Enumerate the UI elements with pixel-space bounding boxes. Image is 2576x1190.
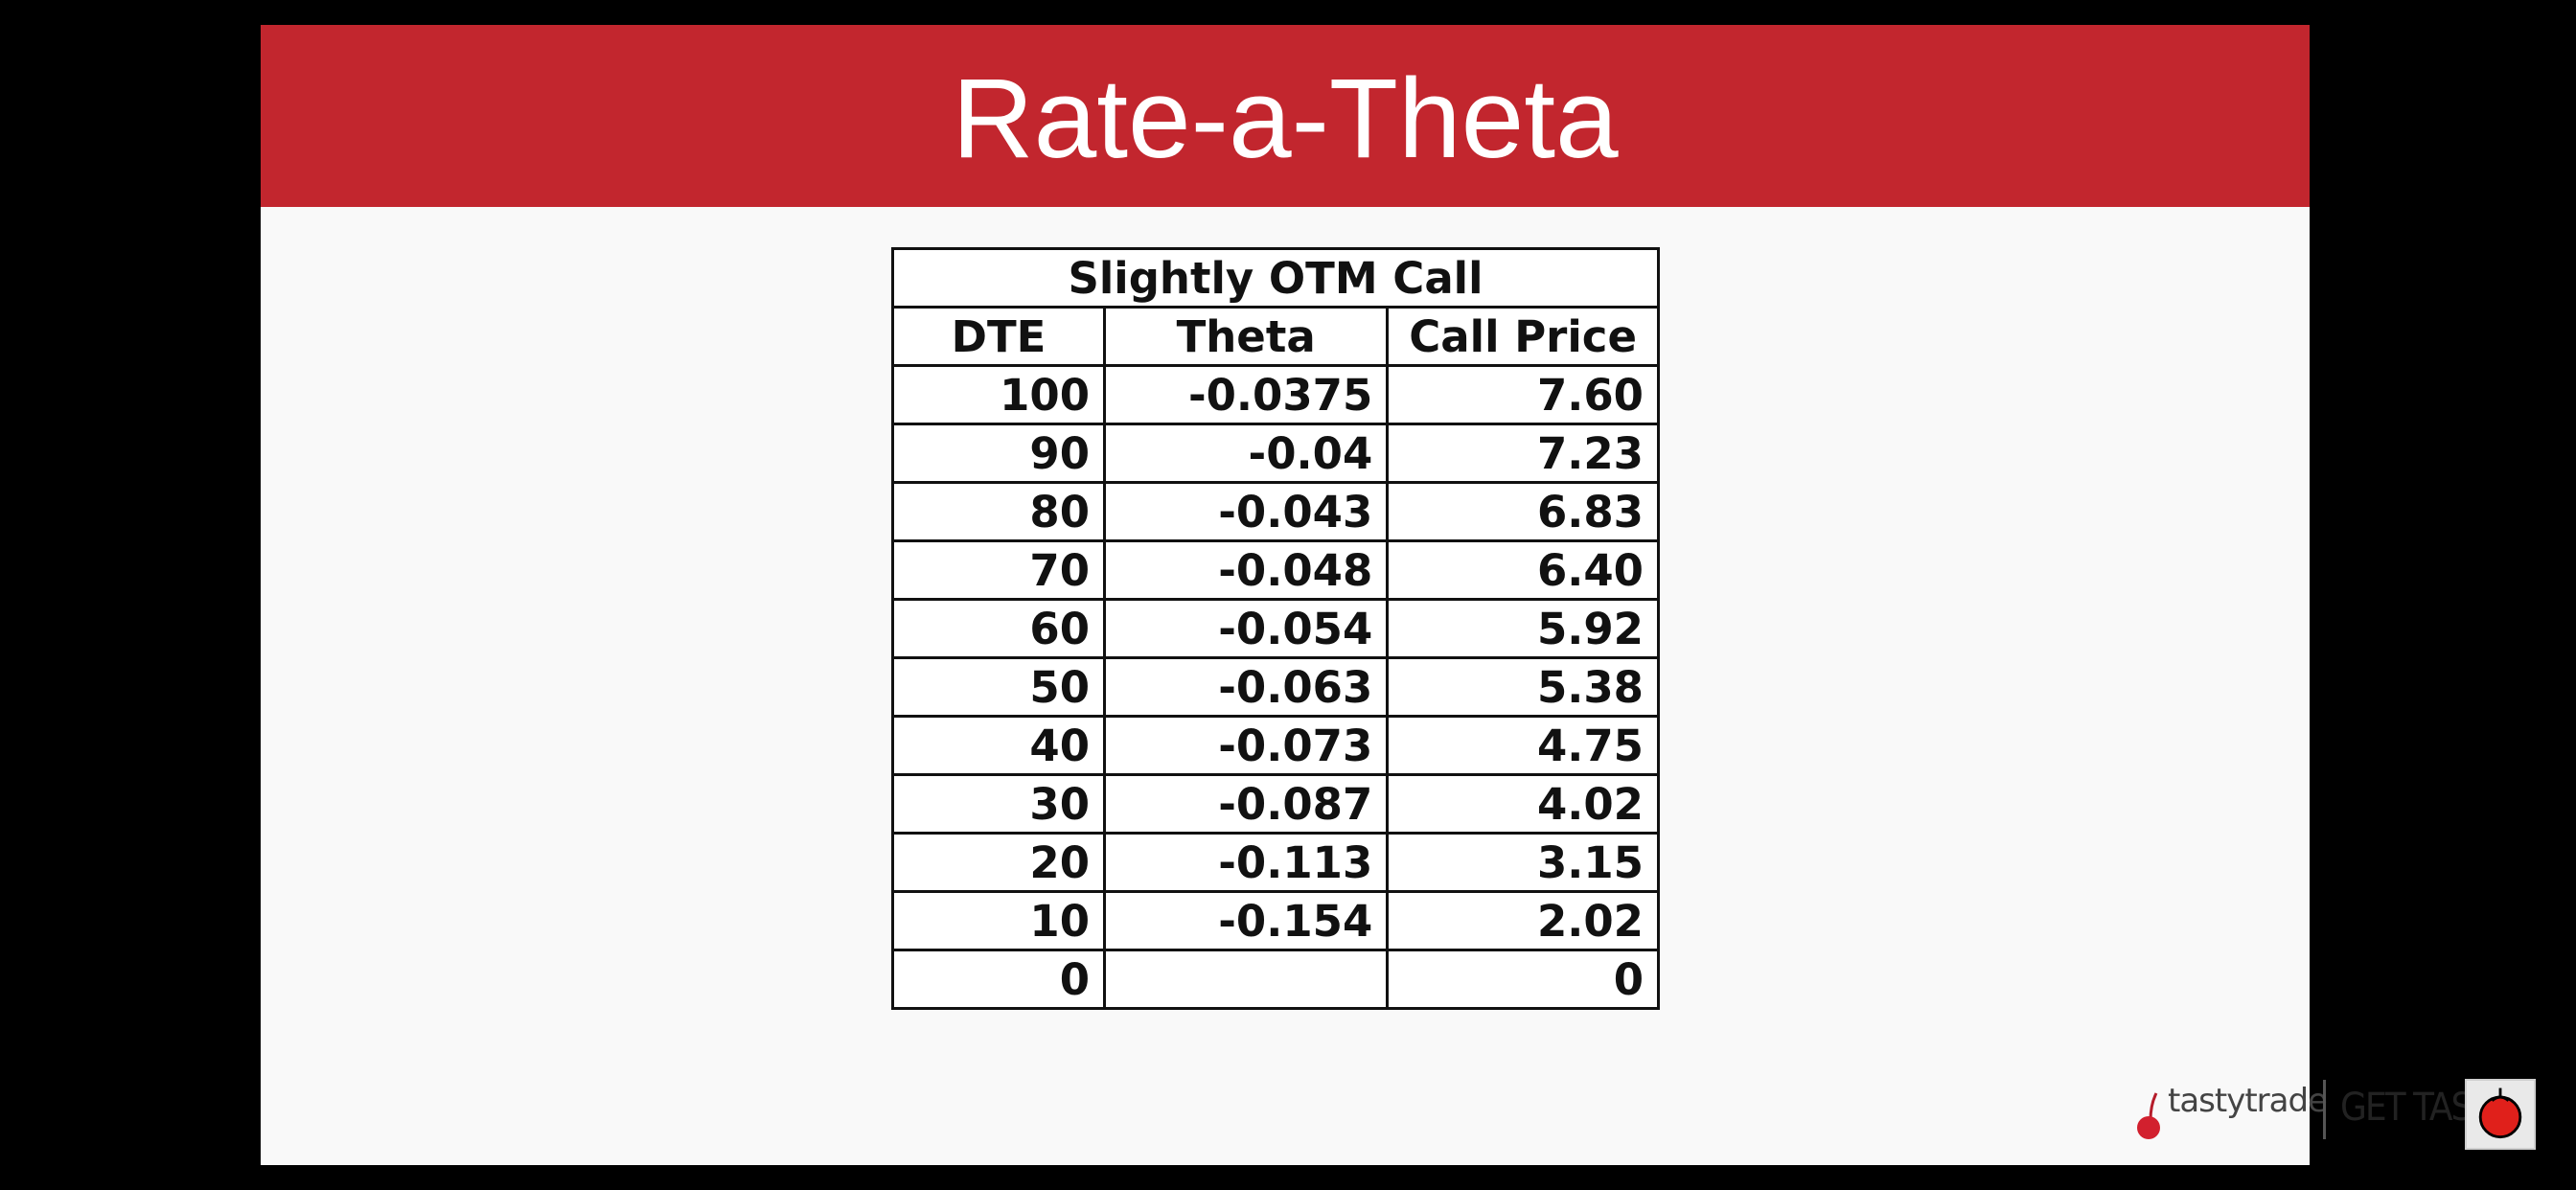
column-header-theta: Theta (1103, 306, 1390, 367)
table-caption-row: Slightly OTM Call (891, 247, 1660, 309)
cell-theta: -0.113 (1103, 832, 1390, 893)
table-row: 60 -0.054 5.92 (890, 598, 1660, 659)
cell-dte: 40 (890, 715, 1107, 776)
title-bar: Rate-a-Theta (261, 25, 2310, 207)
cell-call-price: 7.23 (1386, 423, 1660, 484)
cell-dte: 10 (890, 890, 1107, 951)
cell-dte: 20 (890, 832, 1107, 893)
cell-dte: 50 (890, 656, 1107, 718)
cell-dte: 0 (890, 949, 1107, 1010)
table-row: 50 -0.063 5.38 (890, 656, 1660, 718)
cell-theta: -0.043 (1103, 481, 1390, 542)
theta-table: Slightly OTM Call DTE Theta Call Price 1… (890, 247, 1660, 1010)
column-header-dte: DTE (890, 306, 1107, 367)
cell-call-price: 4.02 (1386, 773, 1660, 835)
table-row: 30 -0.087 4.02 (890, 773, 1660, 835)
cell-theta: -0.063 (1103, 656, 1390, 718)
table-header-row: DTE Theta Call Price (890, 306, 1660, 367)
tomato-icon[interactable] (2465, 1079, 2536, 1150)
table-row: 70 -0.048 6.40 (890, 539, 1660, 601)
column-header-call-price: Call Price (1386, 306, 1660, 367)
cell-dte: 90 (890, 423, 1107, 484)
table-row: 90 -0.04 7.23 (890, 423, 1660, 484)
cell-call-price: 6.83 (1386, 481, 1660, 542)
slide-title: Rate-a-Theta (952, 56, 1619, 182)
cell-theta: -0.0375 (1103, 364, 1390, 425)
cell-call-price: 5.92 (1386, 598, 1660, 659)
logo-divider (2323, 1080, 2326, 1139)
table-row: 80 -0.043 6.83 (890, 481, 1660, 542)
cherry-icon (2137, 1092, 2160, 1139)
cell-theta: -0.048 (1103, 539, 1390, 601)
cell-theta: -0.073 (1103, 715, 1390, 776)
table-caption: Slightly OTM Call (891, 247, 1660, 309)
table-row: 20 -0.113 3.15 (890, 832, 1660, 893)
cell-dte: 80 (890, 481, 1107, 542)
cell-dte: 100 (890, 364, 1107, 425)
cell-theta: -0.087 (1103, 773, 1390, 835)
cell-dte: 60 (890, 598, 1107, 659)
cell-call-price: 7.60 (1386, 364, 1660, 425)
cell-theta: -0.04 (1103, 423, 1390, 484)
cell-theta (1103, 949, 1390, 1010)
cell-call-price: 2.02 (1386, 890, 1660, 951)
slide: Rate-a-Theta Slightly OTM Call DTE Theta… (261, 25, 2537, 1165)
table-body: 100 -0.0375 7.60 90 -0.04 7.23 80 -0.043 6.83 70-… (890, 364, 1660, 1010)
tastytrade-logo: tastytrade (2168, 1082, 2328, 1120)
table-row: 10 -0.154 2.02 (890, 890, 1660, 951)
cell-call-price: 4.75 (1386, 715, 1660, 776)
cell-theta: -0.054 (1103, 598, 1390, 659)
cell-call-price: 3.15 (1386, 832, 1660, 893)
logo-area: tastytrade GET TASTED (1871, 1074, 2561, 1151)
cell-dte: 30 (890, 773, 1107, 835)
cell-dte: 70 (890, 539, 1107, 601)
table-row: 100 -0.0375 7.60 (890, 364, 1660, 425)
cell-call-price: 5.38 (1386, 656, 1660, 718)
table-row: 40 -0.073 4.75 (890, 715, 1660, 776)
cell-call-price: 0 (1386, 949, 1660, 1010)
cell-theta: -0.154 (1103, 890, 1390, 951)
tomato-icon-graphic (2478, 1087, 2522, 1139)
cell-call-price: 6.40 (1386, 539, 1660, 601)
